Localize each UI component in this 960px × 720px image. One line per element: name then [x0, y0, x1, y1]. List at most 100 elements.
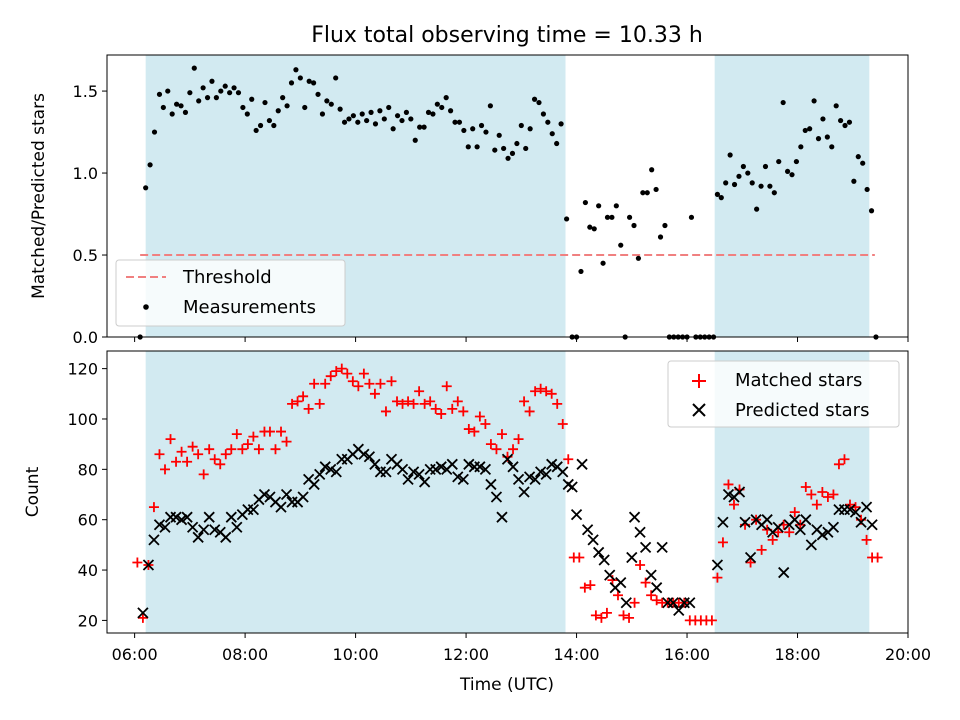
measurement-point	[147, 162, 153, 168]
measurement-point	[518, 122, 524, 129]
matched-star-point	[828, 489, 839, 500]
predicted-star-point	[739, 516, 751, 528]
measurement-point	[793, 158, 800, 165]
predicted-star-point	[430, 463, 442, 475]
predicted-star-point	[258, 488, 271, 501]
legend-predicted-label: Predicted stars	[735, 400, 869, 421]
measurement-point	[653, 186, 659, 193]
matched-star-point	[590, 610, 601, 621]
matched-star-point	[231, 429, 242, 440]
predicted-star-point	[667, 597, 679, 609]
measurement-point	[815, 136, 822, 142]
matched-star-point	[148, 502, 159, 513]
predicted-star-point	[175, 514, 188, 526]
predicted-star-point	[576, 458, 588, 470]
predicted-star-point	[816, 529, 829, 541]
measurement-point	[545, 119, 551, 125]
measurement-point	[430, 111, 436, 117]
observing-interval	[145, 351, 566, 633]
measurement-point	[306, 78, 312, 84]
matched-star-point	[557, 419, 568, 430]
matched-star-point	[336, 363, 347, 374]
measurement-point	[657, 234, 664, 240]
matched-star-point	[872, 552, 883, 563]
predicted-star-point	[656, 541, 668, 554]
matched-star-point	[833, 459, 844, 470]
matched-star-point	[844, 499, 855, 510]
measurement-point	[798, 144, 804, 150]
predicted-star-point	[452, 471, 464, 483]
matched-star-point	[397, 398, 408, 409]
predicted-star-point	[137, 607, 149, 619]
predicted-star-point	[598, 554, 610, 566]
measurement-point	[736, 173, 742, 179]
matched-star-point	[193, 449, 204, 460]
x-tick-label: 16:00	[664, 645, 710, 664]
predicted-star-point	[330, 466, 342, 478]
measurement-point	[487, 103, 493, 109]
measurement-point	[412, 137, 418, 143]
predicted-star-point	[501, 453, 514, 465]
matched-star-point	[132, 557, 143, 568]
observing-interval	[714, 55, 870, 337]
matched-star-point	[292, 396, 303, 407]
measurement-point	[587, 224, 593, 230]
measurement-point	[740, 163, 746, 170]
predicted-star-point	[225, 511, 237, 523]
measurement-point	[386, 104, 392, 111]
measurement-point	[771, 190, 777, 196]
matched-star-point	[226, 444, 237, 455]
measurement-point	[514, 140, 520, 147]
measurement-point	[390, 126, 396, 132]
matched-star-point	[496, 429, 507, 440]
matched-star-point	[154, 449, 165, 460]
legend-ratio: Threshold Measurements	[115, 259, 346, 327]
predicted-star-point	[446, 458, 458, 470]
measurement-point	[311, 80, 317, 86]
predicted-star-point	[479, 463, 492, 475]
predicted-star-point	[496, 511, 508, 523]
measurement-point	[582, 199, 588, 206]
matched-star-point	[165, 434, 176, 445]
predicted-star-point	[220, 531, 232, 543]
matched-star-point	[160, 464, 171, 475]
legend-predicted-swatch	[692, 403, 706, 417]
measurement-point	[613, 203, 619, 209]
matched-star-point	[480, 419, 491, 430]
matched-star-point	[270, 444, 281, 455]
matched-star-point	[811, 499, 822, 510]
predicted-star-point	[490, 491, 503, 503]
matched-star-point	[253, 444, 264, 455]
matched-star-point	[209, 454, 220, 465]
x-tick-label: 06:00	[112, 645, 158, 664]
predicted-star-point	[684, 597, 696, 609]
measurement-point	[536, 99, 542, 106]
matched-star-point	[530, 386, 541, 397]
matched-star-point	[264, 426, 275, 437]
predicted-star-point	[711, 559, 724, 571]
matched-star-point	[618, 610, 629, 621]
matched-star-point	[717, 537, 728, 548]
matched-star-point	[331, 366, 342, 377]
x-tick-label: 14:00	[553, 645, 599, 664]
measurement-point	[838, 117, 844, 124]
measurement-point	[227, 90, 233, 96]
measurement-point	[280, 95, 286, 101]
measurement-point	[231, 85, 237, 91]
measurement-point	[776, 158, 782, 165]
measurement-point	[600, 260, 606, 266]
predicted-star-point	[772, 521, 784, 533]
predicted-star-point	[844, 503, 856, 516]
matched-star-point	[601, 607, 612, 618]
predicted-star-point	[203, 511, 215, 523]
measurement-point	[754, 206, 760, 212]
matched-star-point	[342, 368, 353, 379]
measurement-point	[235, 90, 242, 96]
measurement-point	[591, 226, 597, 232]
measurement-point	[319, 111, 326, 117]
predicted-star-point	[778, 566, 790, 579]
predicted-star-point	[800, 514, 812, 526]
matched-star-point	[712, 572, 723, 583]
x-tick-label: 08:00	[222, 645, 268, 664]
measurement-point	[649, 167, 655, 173]
